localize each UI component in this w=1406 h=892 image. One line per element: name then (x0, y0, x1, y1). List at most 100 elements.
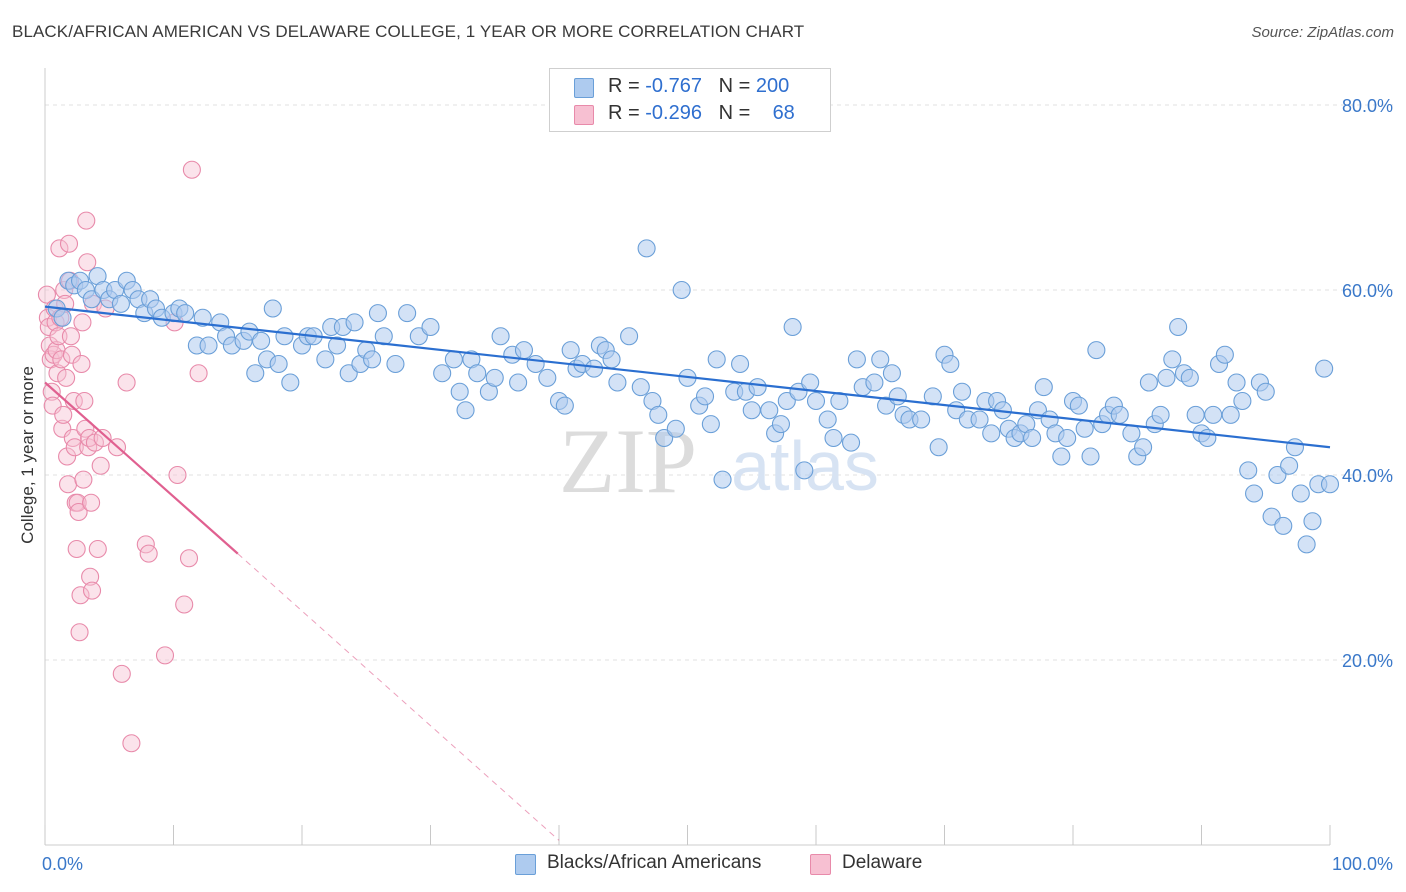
blue-point (649, 405, 668, 424)
y-tick-label: 20.0% (1342, 651, 1393, 671)
blue-point (468, 364, 487, 383)
delaware-points (37, 160, 208, 753)
blue-point (514, 341, 534, 360)
blue-point (433, 364, 452, 383)
blue-point (602, 350, 621, 369)
legend-r-value: -0.296 (645, 102, 702, 124)
pink-point (49, 327, 68, 346)
bottom-legend-label: Blacks/African Americans (547, 852, 762, 873)
blue-point (327, 336, 347, 355)
blue-point (1081, 447, 1100, 466)
blue-point (783, 317, 802, 337)
pink-point (70, 623, 89, 642)
blue-point (847, 350, 866, 369)
blue-point (450, 382, 469, 401)
blue-point (824, 428, 843, 448)
blue-point (398, 304, 417, 323)
pink-point (73, 313, 92, 332)
blue-point (456, 401, 475, 420)
chart-title: BLACK/AFRICAN AMERICAN VS DELAWARE COLLE… (12, 22, 805, 41)
blue-point (1303, 512, 1322, 531)
blue-point (865, 373, 884, 392)
blue-point (485, 368, 504, 387)
blue-point (1023, 428, 1042, 448)
blue-point (672, 280, 691, 300)
blue-point (1280, 456, 1299, 475)
blue-point (1122, 424, 1141, 443)
blue-point (1186, 405, 1205, 424)
blue-point (1204, 405, 1223, 424)
blue-point (263, 299, 282, 318)
blue-point (345, 313, 364, 332)
y-axis-label: College, 1 year or more (18, 366, 37, 544)
blue-point (269, 354, 288, 374)
blue-point (1052, 447, 1071, 466)
blue-point (1215, 345, 1234, 364)
pink-point (74, 470, 93, 489)
pink-point (59, 234, 79, 253)
blue-point (526, 354, 545, 374)
black-african-american-points (47, 239, 1340, 554)
blue-point (1087, 341, 1106, 360)
blue-point (731, 354, 750, 374)
legend-r-label: R = (608, 102, 646, 124)
pink-point (50, 239, 69, 258)
blue-point (176, 304, 195, 323)
blue-point (53, 308, 72, 327)
blue-point (1110, 405, 1129, 424)
blue-point (970, 410, 989, 429)
blue-point (882, 364, 901, 383)
source-label: Source: ZipAtlas.com (1251, 24, 1394, 41)
pink-point (68, 493, 87, 512)
blue-point (666, 419, 685, 438)
y-tick-label: 60.0% (1342, 281, 1393, 301)
blue-point (363, 350, 382, 369)
blue-point (316, 350, 335, 369)
blue-point (1291, 484, 1310, 503)
y-tick-label: 40.0% (1342, 466, 1393, 486)
blue-point (1134, 438, 1153, 457)
blue-point (509, 373, 528, 392)
pink-point (82, 581, 102, 600)
pink-point (175, 595, 194, 614)
blue-point (1075, 419, 1094, 438)
blue-point (584, 359, 604, 378)
legend-n-label: N = (718, 102, 756, 124)
blue-point (929, 438, 948, 457)
x-tick-label: 0.0% (42, 854, 83, 874)
blue-point (713, 470, 732, 489)
axes (44, 68, 1331, 846)
blue-point (275, 327, 294, 346)
blue-point (871, 350, 890, 369)
blue-trend-line (44, 305, 1331, 449)
blue-point (1169, 317, 1188, 337)
blue-point (281, 373, 300, 392)
pink-point (76, 419, 95, 438)
blue-point (912, 410, 931, 429)
pink-point (112, 664, 131, 683)
y-tick-label: 80.0% (1342, 96, 1393, 116)
pink-point (52, 350, 71, 369)
blue-point (701, 415, 720, 434)
blue-point (631, 378, 650, 397)
blue-point (637, 239, 656, 258)
legend-n-label: N = (718, 75, 756, 97)
pink-point (81, 567, 100, 586)
blue-point (561, 341, 580, 360)
pink-point (37, 285, 56, 304)
blue-point (818, 410, 837, 429)
pink-point (72, 354, 91, 374)
x-tick-label: 100.0% (1332, 854, 1393, 874)
bottom-legend-swatch-pink (810, 854, 831, 875)
blue-point (795, 461, 814, 480)
blue-point (1058, 428, 1077, 448)
blue-point (1320, 475, 1340, 494)
trend-lines (44, 305, 1331, 841)
pink-point (58, 475, 78, 494)
pink-point (62, 345, 81, 364)
blue-point (1069, 396, 1088, 415)
blue-point (1180, 368, 1199, 387)
blue-point (1163, 350, 1182, 369)
blue-point (982, 424, 1001, 443)
